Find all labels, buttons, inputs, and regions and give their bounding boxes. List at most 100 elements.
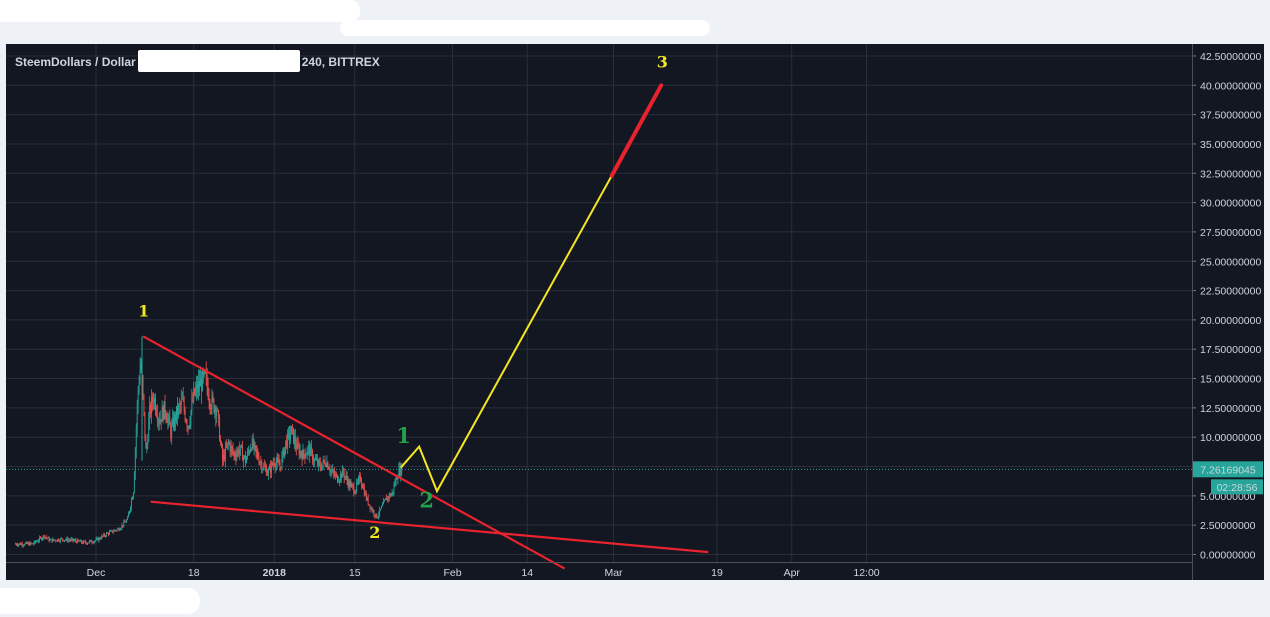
- candle-body: [336, 474, 337, 476]
- candle-body: [64, 539, 66, 541]
- candle-body: [242, 447, 244, 461]
- trendline-lower: [150, 500, 709, 554]
- candle-body: [112, 531, 114, 533]
- candle-body: [266, 468, 267, 476]
- candle-body: [367, 497, 369, 505]
- interval-exchange: 240, BITTREX: [301, 55, 380, 70]
- candle-body: [151, 397, 152, 414]
- candle-body: [15, 543, 16, 545]
- candle-body: [344, 476, 346, 478]
- candle-body: [109, 531, 110, 535]
- candle-body: [188, 425, 190, 428]
- y-tick-label: 17.50000000: [1200, 344, 1261, 356]
- candle-body: [361, 481, 362, 485]
- candle-body: [264, 465, 266, 467]
- wave-label-yellow-2: 2: [369, 523, 380, 542]
- candle-body: [397, 477, 399, 480]
- candle-body: [71, 538, 73, 540]
- candle-body: [362, 484, 363, 489]
- candle-body: [330, 470, 332, 472]
- candle-body: [355, 490, 357, 494]
- candle-body: [147, 441, 149, 446]
- candle-body: [68, 539, 70, 541]
- candle-body: [206, 375, 208, 387]
- candle-body: [48, 537, 50, 541]
- candle-body: [337, 474, 338, 483]
- candle-body: [67, 539, 69, 542]
- projection-path[interactable]: [399, 83, 664, 494]
- candle-body: [50, 539, 52, 540]
- candle-body: [314, 459, 315, 462]
- candle-body: [177, 406, 178, 415]
- chart-legend-title[interactable]: SteemDollars / Dollar 240, BITTREX: [15, 50, 380, 72]
- candle-body: [225, 446, 227, 448]
- candle-body: [277, 458, 279, 462]
- candle-body: [113, 530, 115, 532]
- candle-body: [104, 534, 106, 536]
- candle-body: [161, 407, 163, 422]
- candle-body: [243, 457, 244, 461]
- candle-body: [282, 449, 284, 456]
- candle-body: [247, 451, 248, 458]
- candle-body: [212, 395, 214, 400]
- price-chart[interactable]: 1 2 1 2 3 42.50000000 40.00000000 37.50000000 3…: [6, 44, 1264, 580]
- candle-body: [99, 537, 101, 539]
- candle-body: [160, 419, 162, 422]
- candle-body: [108, 532, 109, 535]
- candle-body: [235, 456, 237, 458]
- candle-body: [380, 508, 382, 510]
- candle-body: [65, 538, 67, 540]
- candle-body: [168, 416, 170, 419]
- candle-body: [299, 451, 301, 456]
- candle-body: [347, 480, 349, 487]
- candle-body: [283, 449, 285, 457]
- candle-body: [352, 484, 354, 487]
- candle-body: [153, 401, 154, 403]
- trendlines[interactable]: [142, 335, 709, 570]
- wave-label-green-1: 1: [396, 423, 411, 448]
- candle-body: [383, 501, 384, 505]
- candle-body: [55, 539, 57, 541]
- candle-body: [178, 404, 180, 406]
- candle-body: [356, 482, 358, 491]
- candle-body: [339, 473, 341, 480]
- candle-body: [371, 507, 373, 512]
- candle-body: [309, 445, 311, 456]
- candle-body: [96, 538, 98, 540]
- candle-body: [224, 454, 225, 460]
- candle-body: [220, 440, 221, 443]
- y-tick-label: 10.00000000: [1200, 432, 1261, 444]
- candle-body: [149, 404, 151, 420]
- candle-body: [293, 436, 295, 443]
- candle-body: [106, 533, 107, 536]
- candle-body: [19, 543, 21, 545]
- candle-body: [382, 504, 383, 507]
- candle-body: [34, 540, 36, 544]
- y-tick-label: 15.00000000: [1200, 374, 1261, 386]
- candle-body: [145, 436, 147, 449]
- candle-body: [84, 541, 85, 542]
- candle-body: [32, 543, 34, 545]
- candle-body: [63, 539, 64, 541]
- candle-body: [394, 484, 396, 485]
- candle-body: [322, 460, 324, 465]
- redaction-top-secondary: [340, 20, 710, 36]
- candle-body: [26, 542, 28, 544]
- candle-body: [101, 535, 103, 539]
- chart-panel[interactable]: 1 2 1 2 3 42.50000000 40.00000000 37.50000000 3…: [6, 44, 1264, 580]
- candle-body: [75, 539, 77, 542]
- candle-body: [320, 467, 322, 470]
- candle-body: [107, 532, 108, 534]
- candle-body: [123, 521, 125, 526]
- candle-body: [384, 500, 385, 502]
- candle-body: [23, 545, 25, 546]
- candle-body: [316, 459, 318, 465]
- candle-body: [248, 451, 250, 453]
- candle-body: [358, 478, 359, 483]
- candle-body: [231, 446, 233, 449]
- candle-body: [89, 540, 91, 541]
- candle-body: [304, 454, 306, 458]
- candle-body: [250, 449, 252, 450]
- candle-body: [271, 463, 273, 466]
- current-price-tag: [1193, 461, 1263, 478]
